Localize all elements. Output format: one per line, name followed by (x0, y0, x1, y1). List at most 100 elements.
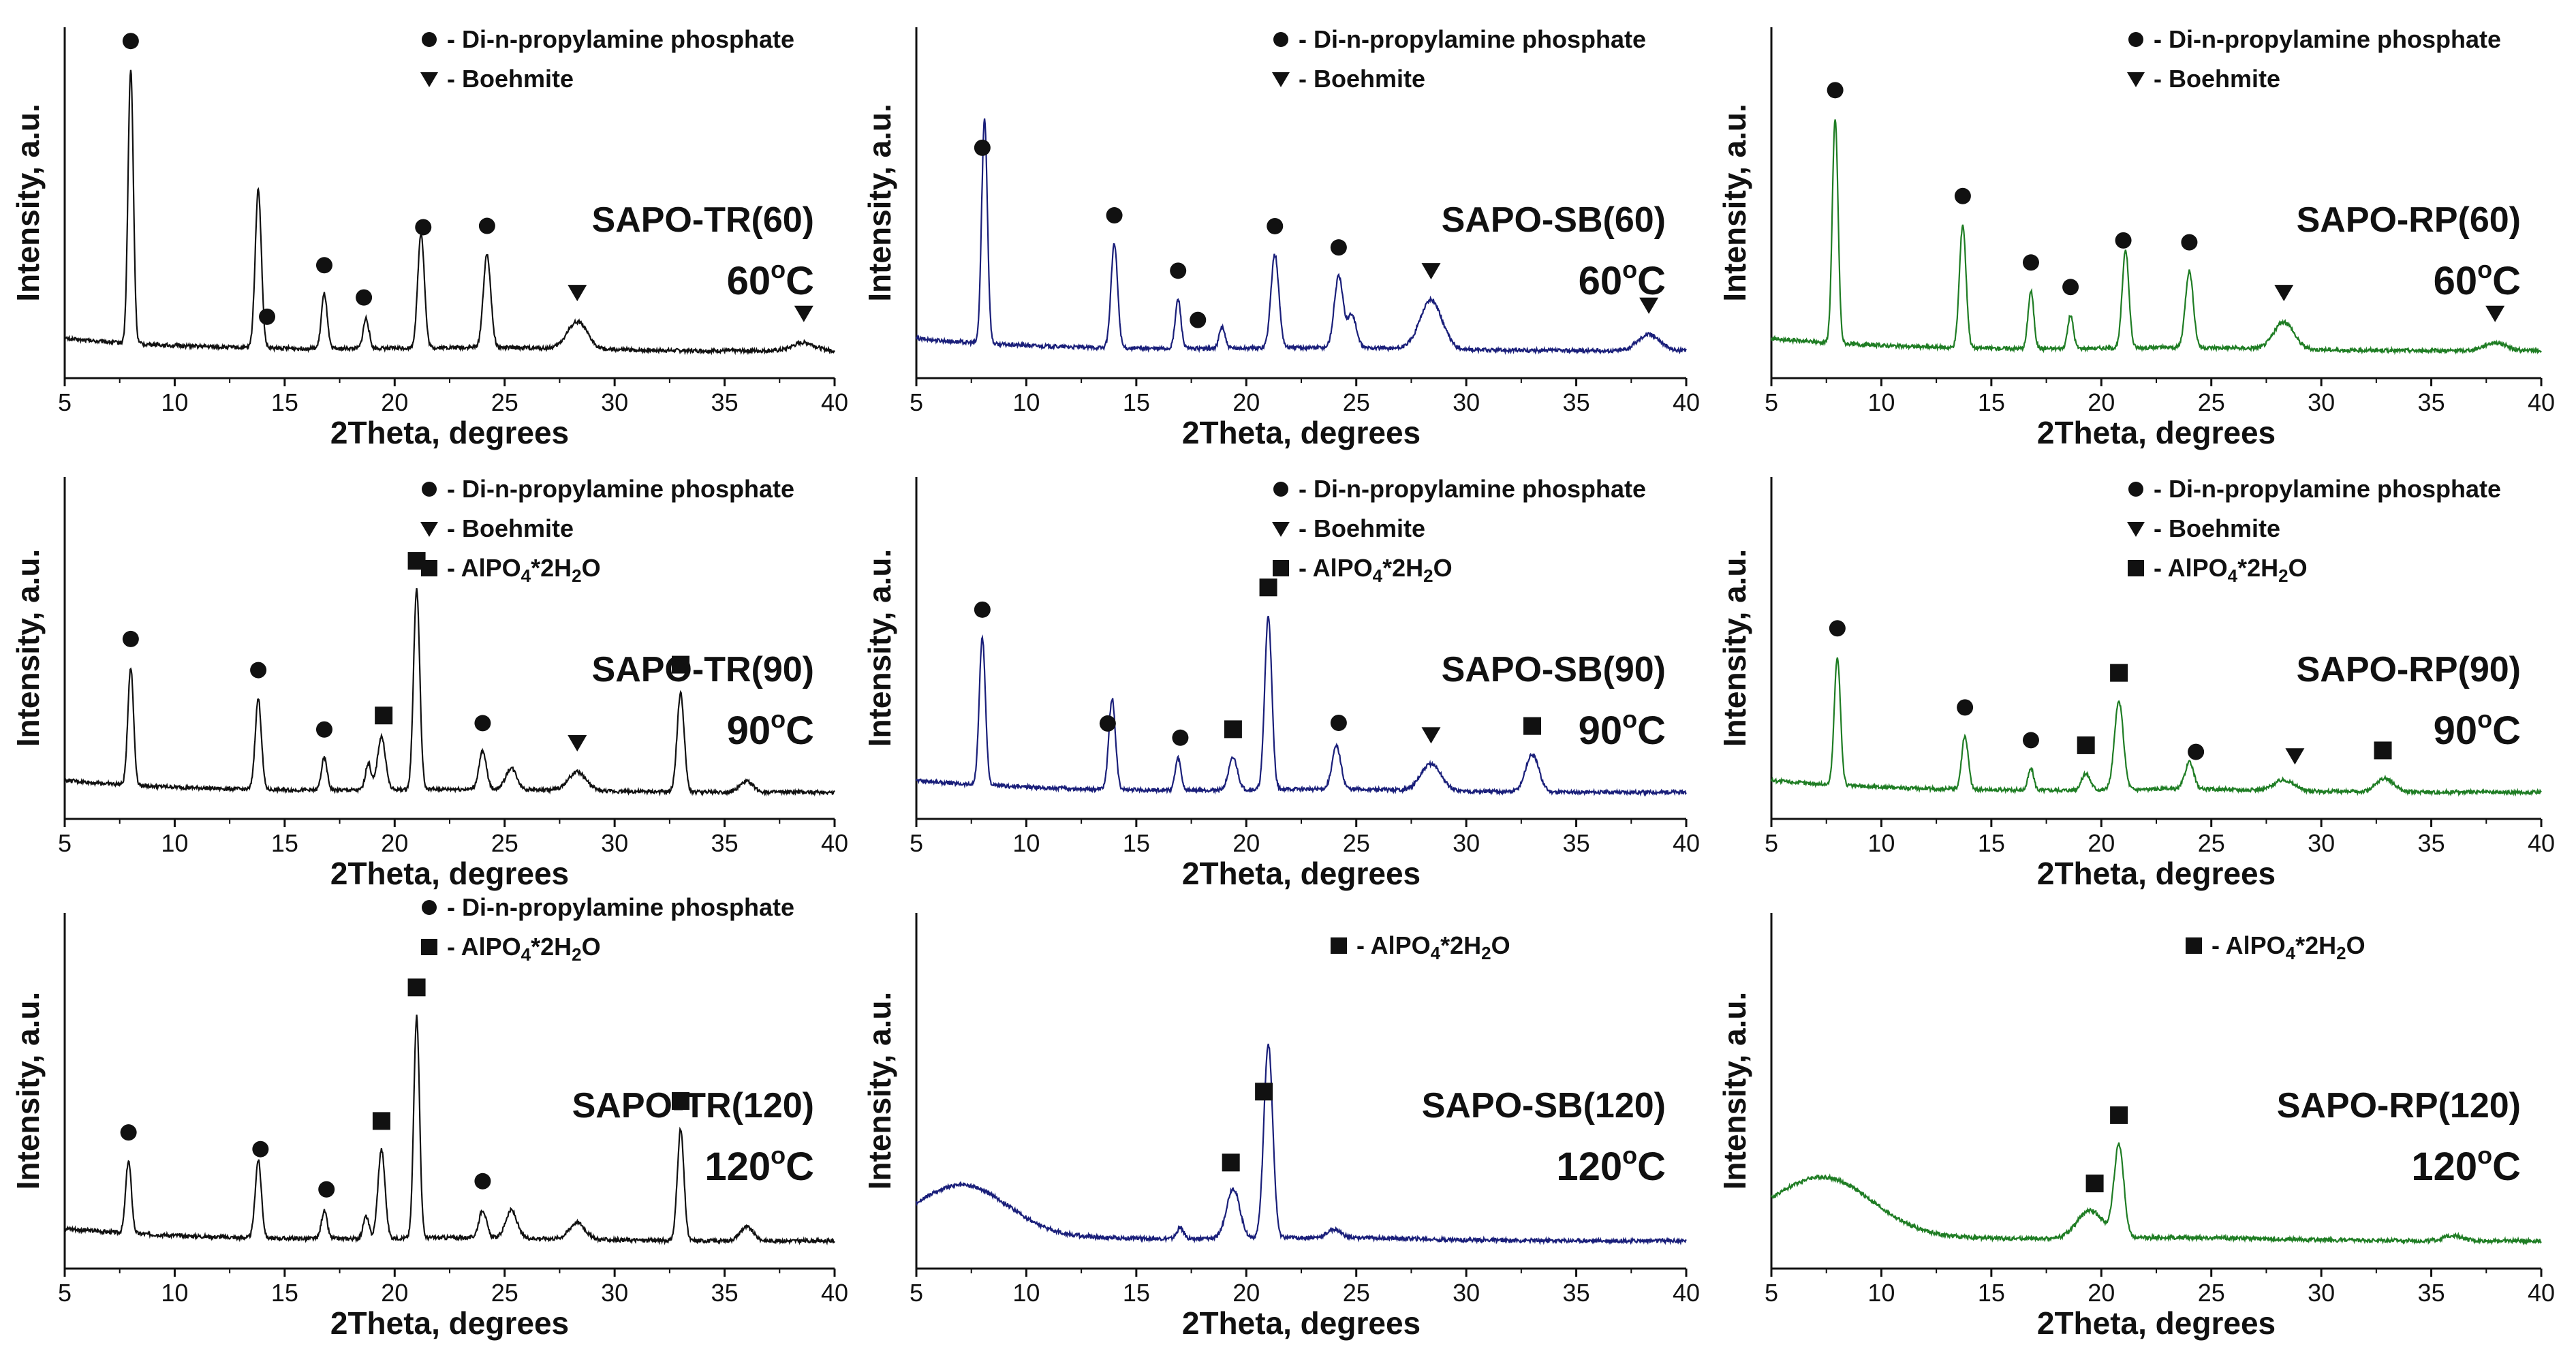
x-tick-label: 25 (491, 388, 518, 416)
x-tick-label: 35 (2418, 1279, 2445, 1307)
legend-circle-label: - Di-n-propylamine phosphate (447, 25, 794, 53)
x-tick-label: 30 (2308, 1279, 2335, 1307)
temperature-value: 60 (1579, 259, 1623, 303)
temperature-unit: C (786, 709, 814, 753)
xrd-pattern-line (915, 1043, 1687, 1246)
x-tick-label: 5 (58, 1279, 72, 1307)
degree-sign: o (1622, 705, 1637, 733)
chart-panel-rp90: 5 10 15 20 25 30 35 40 2Theta, degrees Intensity,… (1717, 475, 2555, 891)
x-tick-label: 25 (491, 829, 518, 857)
x-tick-label: 30 (1453, 1279, 1480, 1307)
legend-circle-label: - Di-n-propylamine phosphate (2154, 25, 2501, 53)
legend-square-text-part: *2H (1440, 931, 1481, 959)
temperature-label: 120oC (2411, 1141, 2521, 1189)
chart-panel-sb60: 5 10 15 20 25 30 35 40 2Theta, degrees Intensity,… (862, 25, 1700, 450)
x-tick-label: 40 (1673, 829, 1700, 857)
legend-square-text-part: O (582, 933, 601, 961)
peak-circle-marker (1106, 207, 1123, 224)
legend-square-marker (1331, 937, 1347, 954)
x-tick-label: 15 (1123, 829, 1150, 857)
temperature-value: 90 (727, 709, 771, 753)
temperature-value: 60 (2434, 259, 2478, 303)
peak-square-marker (1224, 720, 1242, 739)
legend-square-text-part: - AlPO (2154, 554, 2228, 582)
x-tick-label: 30 (601, 829, 628, 857)
legend-square-text-part: O (582, 554, 601, 582)
x-tick-label: 20 (2088, 388, 2115, 416)
legend-square-marker (2128, 560, 2144, 576)
legend-triangle-label: - Boehmite (447, 514, 574, 542)
x-tick-label: 15 (1123, 388, 1150, 416)
x-tick-label: 25 (2198, 1279, 2225, 1307)
sample-label: SAPO-RP(60) (2297, 200, 2521, 240)
legend-square-text-part: O (1433, 554, 1453, 582)
x-tick-label: 15 (1978, 829, 2005, 857)
xrd-pattern-line (1770, 119, 2542, 356)
peak-square-marker (407, 978, 426, 997)
chart-panel-tr120: 5 10 15 20 25 30 35 40 2Theta, degrees Intensity,… (10, 893, 848, 1341)
chart-panel-tr60: 5 10 15 20 25 30 35 40 2Theta, degrees Intensity,… (10, 25, 848, 450)
peak-triangle-marker (1421, 263, 1441, 280)
peak-square-marker (1255, 1083, 1273, 1101)
y-axis-title: Intensity, a.u. (862, 992, 897, 1190)
x-tick-label: 35 (1563, 829, 1590, 857)
peak-circle-marker (1330, 714, 1347, 731)
peak-triangle-marker (568, 285, 587, 302)
y-axis-title: Intensity, a.u. (10, 992, 46, 1190)
peak-circle-marker (2062, 279, 2079, 296)
y-axis-title: Intensity, a.u. (10, 104, 46, 302)
x-tick-label: 25 (2198, 388, 2225, 416)
legend-square-label: - AlPO4*2H2O (447, 554, 601, 586)
temperature-label: 120oC (704, 1141, 814, 1189)
x-tick-label: 5 (58, 388, 72, 416)
legend-triangle-label: - Boehmite (1299, 65, 1425, 93)
x-tick-label: 20 (381, 829, 408, 857)
degree-sign: o (771, 255, 786, 283)
y-axis-title: Intensity, a.u. (862, 104, 897, 302)
legend-triangle-marker (1272, 72, 1290, 87)
x-tick-label: 30 (601, 1279, 628, 1307)
x-tick-label: 15 (1978, 1279, 2005, 1307)
legend-square-text-part: 2 (2278, 565, 2288, 586)
peak-square-marker (1523, 717, 1541, 735)
temperature-label: 90oC (1579, 705, 1666, 753)
peak-square-marker (372, 1112, 390, 1130)
legend-square-text-part: - AlPO (447, 554, 521, 582)
x-tick-label: 15 (1978, 388, 2005, 416)
legend-circle-label: - Di-n-propylamine phosphate (2154, 475, 2501, 503)
temperature-unit: C (2492, 259, 2521, 303)
legend-triangle-marker (420, 72, 438, 87)
peak-circle-marker (315, 721, 332, 738)
peak-circle-marker (356, 289, 373, 306)
x-tick-label: 5 (910, 829, 923, 857)
x-tick-label: 25 (491, 1279, 518, 1307)
temperature-unit: C (786, 259, 814, 303)
peak-circle-marker (1954, 187, 1971, 204)
peak-circle-marker (122, 630, 139, 647)
temperature-label: 60oC (1579, 255, 1666, 303)
legend-square-text-part: 4 (1431, 943, 1441, 963)
legend-circle-label: - Di-n-propylamine phosphate (447, 475, 794, 503)
peak-circle-marker (1957, 699, 1974, 716)
temperature-unit: C (786, 1145, 814, 1189)
x-tick-label: 20 (1232, 1279, 1260, 1307)
x-tick-label: 10 (161, 829, 188, 857)
legend-triangle-marker (2127, 522, 2145, 537)
x-axis-title: 2Theta, degrees (1182, 415, 1421, 450)
legend-circle-marker (422, 32, 437, 47)
sample-label: SAPO-SB(60) (1442, 200, 1666, 240)
legend-square-text-part: - AlPO (1356, 931, 1431, 959)
peak-triangle-marker (1421, 727, 1441, 744)
x-axis-title: 2Theta, degrees (330, 415, 569, 450)
legend-square-text-part: - AlPO (447, 933, 521, 961)
degree-sign: o (2477, 705, 2492, 733)
temperature-value: 60 (727, 259, 771, 303)
x-tick-label: 15 (271, 1279, 298, 1307)
legend-circle-marker (1273, 482, 1288, 497)
y-axis-title: Intensity, a.u. (1717, 104, 1752, 302)
x-tick-label: 40 (821, 829, 848, 857)
peak-circle-marker (2022, 732, 2039, 749)
chart-panel-sb120: 5 10 15 20 25 30 35 40 2Theta, degrees Intensity,… (862, 913, 1700, 1341)
chart-panel-sb90: 5 10 15 20 25 30 35 40 2Theta, degrees Intensity,… (862, 475, 1700, 891)
peak-circle-marker (1170, 262, 1187, 279)
